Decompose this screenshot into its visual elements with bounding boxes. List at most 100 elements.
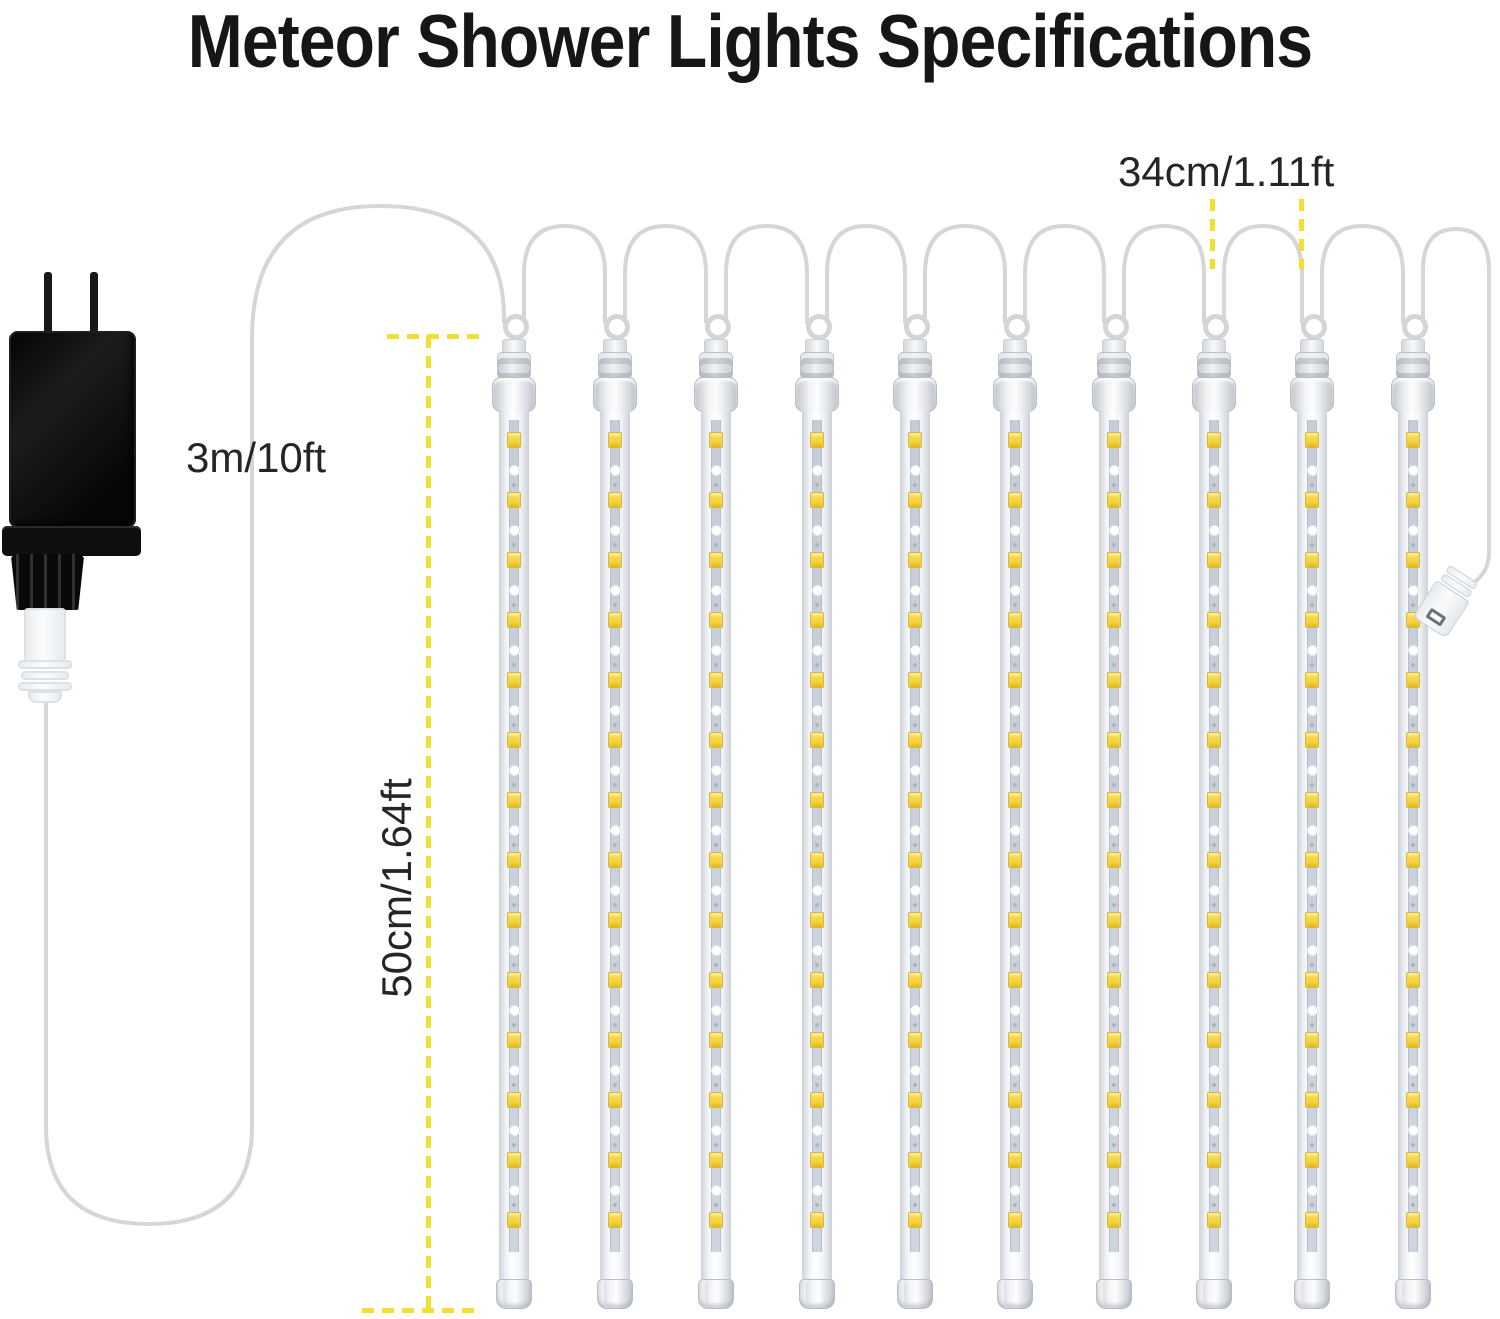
led-minidot bbox=[1212, 483, 1216, 487]
led-dot bbox=[1210, 1186, 1219, 1195]
led-chip bbox=[810, 1152, 824, 1168]
led-minidot bbox=[1112, 903, 1116, 907]
light-tube bbox=[893, 314, 937, 1310]
led-dot bbox=[1308, 1066, 1317, 1075]
led-chip bbox=[1406, 912, 1420, 928]
led-minidot bbox=[1013, 603, 1017, 607]
led-dot bbox=[1210, 466, 1219, 475]
tube-end-cap bbox=[496, 1279, 532, 1309]
led-minidot bbox=[1411, 483, 1415, 487]
led-dot bbox=[1409, 1006, 1418, 1015]
led-minidot bbox=[1411, 1023, 1415, 1027]
led-dot bbox=[611, 886, 620, 895]
led-chip bbox=[1406, 552, 1420, 568]
length-dash-top bbox=[387, 334, 479, 339]
led-chip bbox=[908, 1152, 922, 1168]
led-minidot bbox=[613, 663, 617, 667]
led-minidot bbox=[1212, 1203, 1216, 1207]
led-dot bbox=[1210, 706, 1219, 715]
tube-end-cap bbox=[1096, 1279, 1132, 1309]
led-dot bbox=[1308, 826, 1317, 835]
led-chip bbox=[1008, 852, 1022, 868]
led-dot bbox=[911, 1186, 920, 1195]
led-minidot bbox=[1212, 903, 1216, 907]
led-dot bbox=[1210, 826, 1219, 835]
led-chip bbox=[908, 672, 922, 688]
led-chip bbox=[709, 492, 723, 508]
led-strip bbox=[1307, 420, 1317, 1252]
led-dot bbox=[510, 586, 519, 595]
led-minidot bbox=[815, 843, 819, 847]
led-chip bbox=[1107, 1032, 1121, 1048]
led-dot bbox=[1210, 886, 1219, 895]
tube-end-cap bbox=[1395, 1279, 1431, 1309]
led-dot bbox=[813, 946, 822, 955]
led-chip bbox=[810, 1092, 824, 1108]
tube-cap bbox=[694, 377, 738, 412]
led-minidot bbox=[913, 1023, 917, 1027]
led-chip bbox=[1008, 1092, 1022, 1108]
led-minidot bbox=[1112, 663, 1116, 667]
led-dot bbox=[1011, 766, 1020, 775]
led-chip bbox=[908, 792, 922, 808]
led-dot bbox=[712, 886, 721, 895]
led-chip bbox=[1008, 792, 1022, 808]
led-minidot bbox=[613, 783, 617, 787]
led-minidot bbox=[815, 1083, 819, 1087]
led-dot bbox=[510, 526, 519, 535]
led-minidot bbox=[913, 903, 917, 907]
led-minidot bbox=[913, 543, 917, 547]
led-minidot bbox=[512, 783, 516, 787]
led-chip bbox=[608, 1092, 622, 1108]
led-chip bbox=[507, 672, 521, 688]
led-chip bbox=[1406, 672, 1420, 688]
led-chip bbox=[908, 552, 922, 568]
led-chip bbox=[1305, 1152, 1319, 1168]
led-minidot bbox=[613, 483, 617, 487]
led-minidot bbox=[815, 663, 819, 667]
led-chip bbox=[709, 852, 723, 868]
led-chip bbox=[908, 1032, 922, 1048]
led-dot bbox=[1409, 946, 1418, 955]
led-chip bbox=[1008, 1032, 1022, 1048]
led-minidot bbox=[1112, 1203, 1116, 1207]
led-minidot bbox=[512, 903, 516, 907]
led-chip bbox=[709, 972, 723, 988]
led-chip bbox=[1207, 492, 1221, 508]
led-chip bbox=[1107, 612, 1121, 628]
led-minidot bbox=[613, 843, 617, 847]
tube-cap bbox=[1192, 377, 1236, 412]
led-minidot bbox=[1411, 723, 1415, 727]
led-chip bbox=[1008, 972, 1022, 988]
led-chip bbox=[1008, 552, 1022, 568]
led-minidot bbox=[1310, 783, 1314, 787]
led-minidot bbox=[1112, 963, 1116, 967]
led-chip bbox=[1207, 792, 1221, 808]
led-minidot bbox=[913, 483, 917, 487]
tube-collar bbox=[1097, 352, 1131, 379]
led-chip bbox=[1305, 852, 1319, 868]
led-minidot bbox=[1411, 543, 1415, 547]
led-dot bbox=[813, 1186, 822, 1195]
plug-connector-rib bbox=[18, 660, 72, 669]
led-dot bbox=[1308, 646, 1317, 655]
led-chip bbox=[1207, 1212, 1221, 1228]
led-dot bbox=[1011, 706, 1020, 715]
hanging-ring bbox=[1402, 314, 1428, 340]
tube-cap bbox=[1290, 377, 1334, 412]
led-dot bbox=[1011, 946, 1020, 955]
led-minidot bbox=[913, 1203, 917, 1207]
led-minidot bbox=[815, 903, 819, 907]
hanging-ring bbox=[503, 314, 529, 340]
led-chip bbox=[608, 432, 622, 448]
led-dot bbox=[1409, 646, 1418, 655]
led-chip bbox=[810, 972, 824, 988]
led-minidot bbox=[913, 963, 917, 967]
led-minidot bbox=[1411, 903, 1415, 907]
led-dot bbox=[510, 1006, 519, 1015]
light-tube bbox=[795, 314, 839, 1310]
led-chip bbox=[709, 612, 723, 628]
spacing-label: 34cm/1.11ft bbox=[1118, 148, 1335, 195]
led-dot bbox=[1210, 586, 1219, 595]
led-dot bbox=[1110, 1066, 1119, 1075]
